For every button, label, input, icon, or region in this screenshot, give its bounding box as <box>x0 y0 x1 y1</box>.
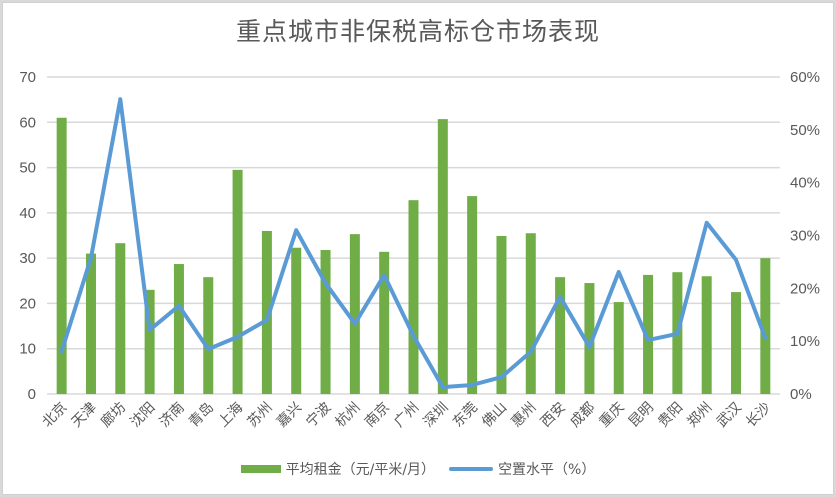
category-label: 廊坊 <box>97 399 129 431</box>
rent-bar <box>203 277 214 394</box>
chart-legend: 平均租金（元/平米/月） 空置水平（%） <box>0 459 836 479</box>
left-axis-tick: 70 <box>19 69 36 86</box>
category-label: 南京 <box>362 400 393 431</box>
category-label: 成都 <box>567 400 598 431</box>
category-label: 重庆 <box>596 400 627 431</box>
right-axis-tick: 30% <box>790 228 820 245</box>
rent-bar <box>555 277 566 394</box>
category-label: 西安 <box>538 400 569 431</box>
category-label: 上海 <box>215 400 246 431</box>
category-label: 苏州 <box>245 400 276 431</box>
rent-bar <box>349 234 360 394</box>
left-axis-tick: 10 <box>19 341 36 358</box>
right-axis-tick: 10% <box>790 333 820 350</box>
rent-bar <box>115 243 126 394</box>
legend-vacancy-label: 空置水平（%） <box>498 462 596 478</box>
left-axis-tick: 40 <box>19 205 36 222</box>
rent-bar <box>701 276 712 394</box>
rent-bar <box>56 117 67 394</box>
category-label: 郑州 <box>684 400 715 431</box>
category-label: 济南 <box>157 400 188 431</box>
rent-bar <box>232 169 243 394</box>
rent-bar <box>261 230 272 394</box>
category-label: 天津 <box>69 400 100 431</box>
left-axis-tick: 0 <box>28 386 36 403</box>
category-label: 沈阳 <box>127 400 158 431</box>
right-axis-tick: 20% <box>790 280 820 297</box>
category-label: 昆明 <box>626 400 657 431</box>
category-label: 青岛 <box>186 400 217 431</box>
legend-item-vacancy: 空置水平（%） <box>449 459 595 479</box>
rent-bar <box>85 253 96 394</box>
right-axis-tick: 0% <box>790 386 812 403</box>
legend-line-swatch <box>449 467 494 471</box>
rent-bar <box>731 292 742 394</box>
category-label: 长沙 <box>743 400 774 431</box>
category-label: 贵阳 <box>655 400 686 431</box>
left-axis-tick: 50 <box>19 160 36 177</box>
rent-bar <box>144 289 155 394</box>
category-label: 宁波 <box>303 399 335 431</box>
left-axis-tick: 20 <box>19 295 36 312</box>
legend-rent-label: 平均租金（元/平米/月） <box>285 462 436 478</box>
category-label: 深圳 <box>421 400 452 431</box>
right-axis-tick: 40% <box>790 175 820 192</box>
category-label: 武汉 <box>714 400 745 431</box>
vacancy-line <box>59 97 768 390</box>
rent-bar <box>408 200 419 394</box>
category-label: 惠州 <box>508 400 539 431</box>
rent-bar <box>437 119 448 394</box>
rent-bar <box>496 235 507 394</box>
rent-bar <box>760 258 771 394</box>
right-axis-tick: 50% <box>790 122 820 139</box>
rent-bar <box>584 283 595 394</box>
right-axis-tick: 60% <box>790 69 820 86</box>
rent-bar <box>467 196 478 394</box>
left-axis-tick: 60 <box>19 114 36 131</box>
chart-title: 重点城市非保税高标仓市场表现 <box>235 17 600 46</box>
category-label: 杭州 <box>333 400 364 431</box>
category-label: 东莞 <box>450 400 481 431</box>
category-label: 嘉兴 <box>274 400 305 431</box>
rent-bar <box>525 233 536 394</box>
rent-bar <box>379 251 390 394</box>
rent-bar <box>643 274 654 394</box>
category-label: 广州 <box>391 400 422 431</box>
rent-bar <box>613 302 624 394</box>
category-label: 北京 <box>39 400 70 431</box>
rent-bar <box>173 264 184 394</box>
rent-bar <box>291 247 302 394</box>
legend-bar-swatch <box>240 465 281 473</box>
left-axis-tick: 30 <box>19 250 36 267</box>
rent-bar <box>320 249 331 394</box>
category-label: 佛山 <box>479 400 510 431</box>
legend-item-rent: 平均租金（元/平米/月） <box>240 459 436 479</box>
